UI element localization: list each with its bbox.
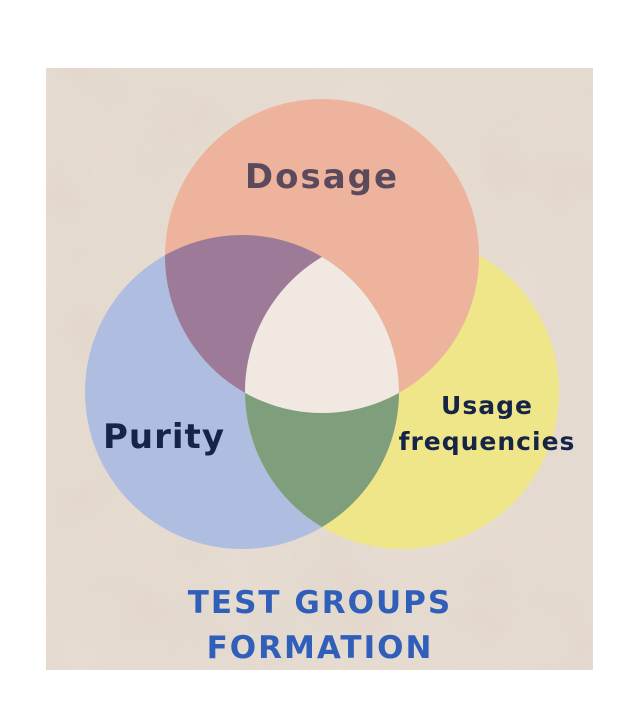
footer-title-line-1: TEST GROUPS bbox=[188, 585, 452, 621]
venn-diagram-panel: Dosage Purity Usage frequencies TEST GRO… bbox=[46, 68, 593, 670]
footer-title-line-2: FORMATION bbox=[207, 630, 434, 666]
usage-label-line-2: frequencies bbox=[399, 427, 576, 456]
venn-diagram: Dosage Purity Usage frequencies TEST GRO… bbox=[46, 68, 593, 670]
usage-label-line-1: Usage bbox=[441, 391, 533, 420]
dosage-label: Dosage bbox=[245, 157, 399, 197]
purity-label: Purity bbox=[103, 417, 225, 457]
